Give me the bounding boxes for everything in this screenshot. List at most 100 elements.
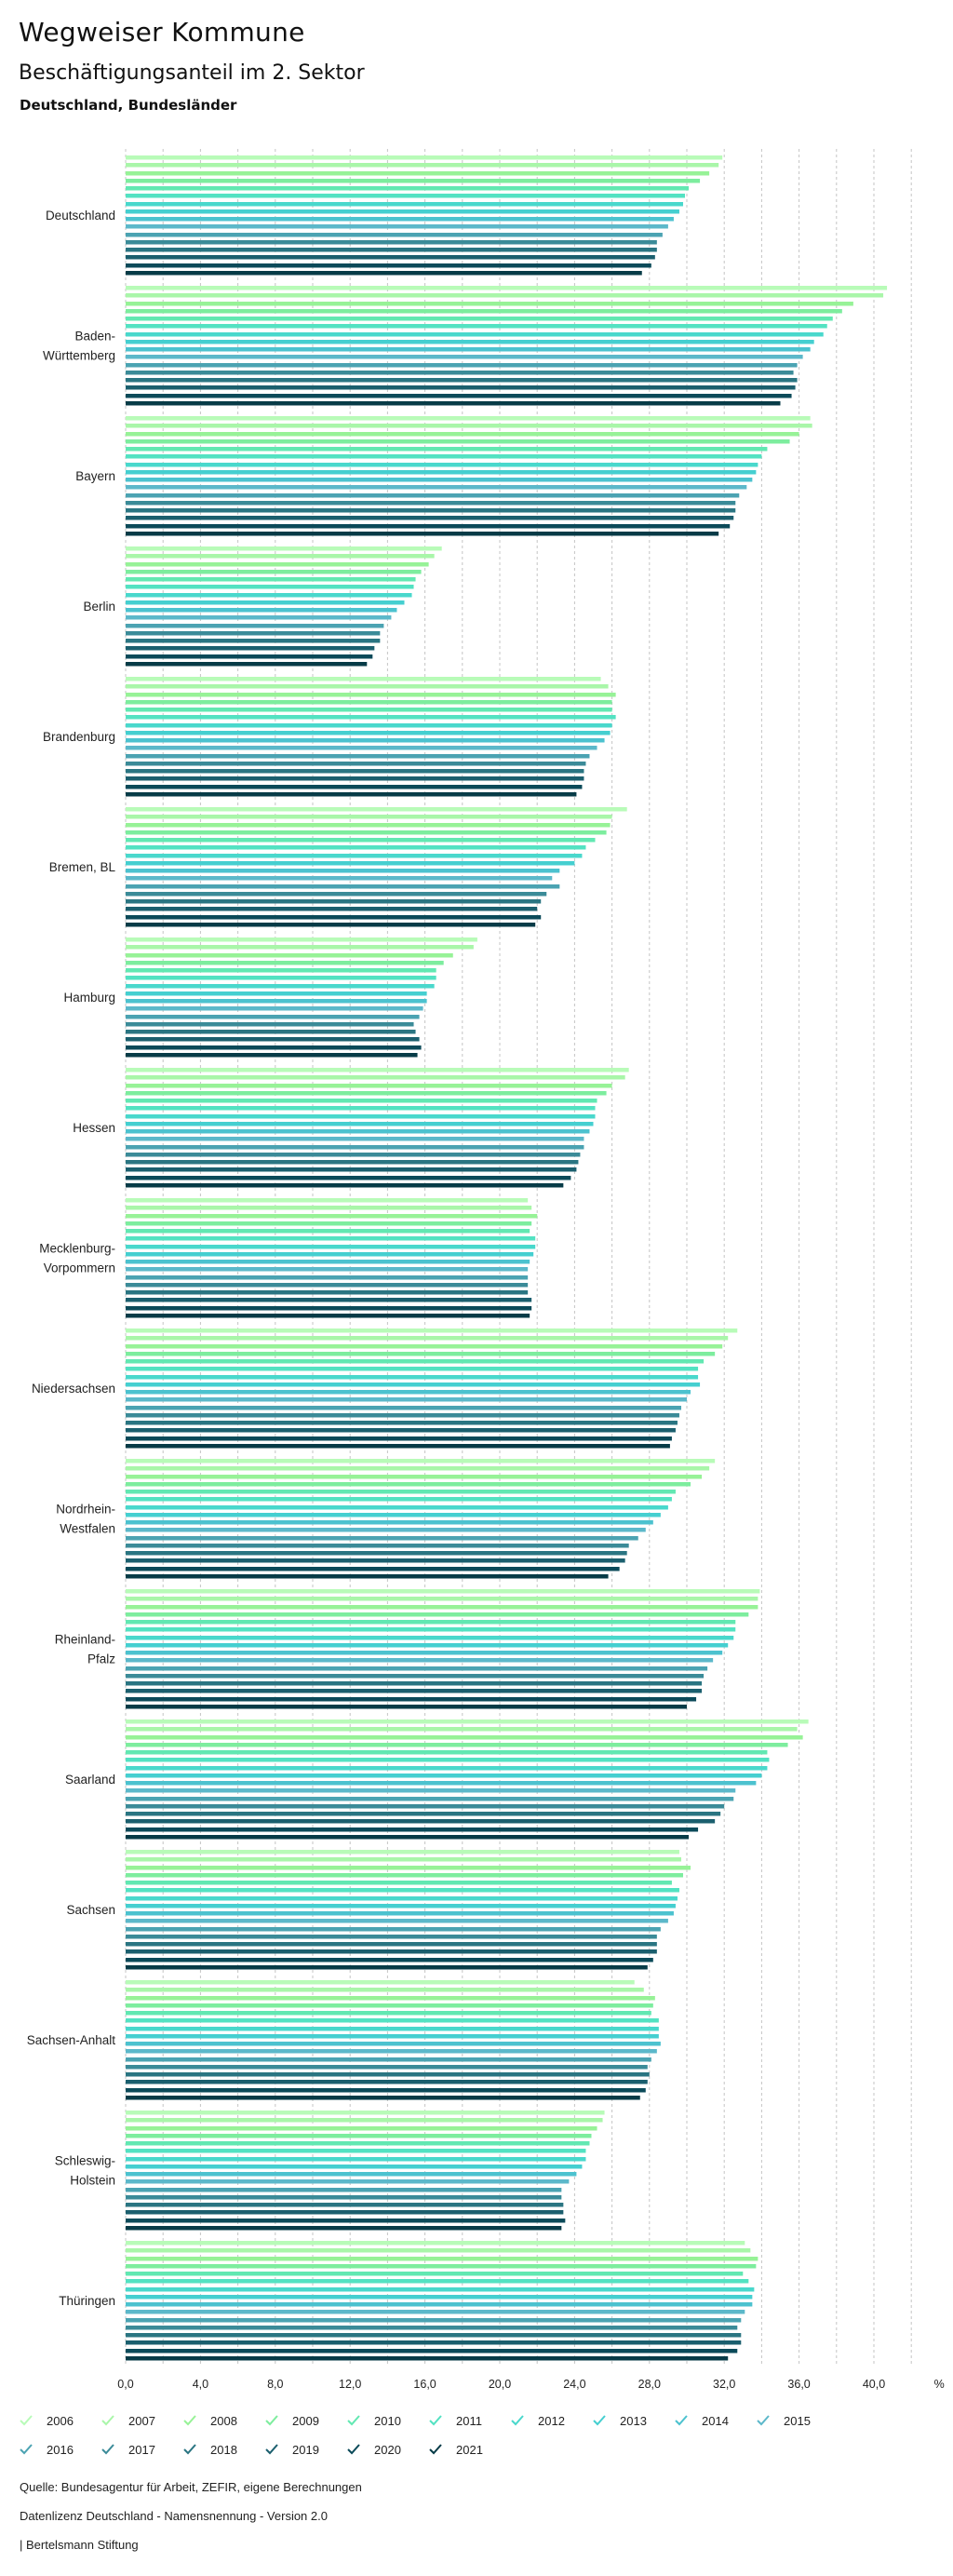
bar-2011[interactable] bbox=[126, 1236, 536, 1241]
bar-2013[interactable] bbox=[126, 1122, 594, 1126]
bar-2008[interactable] bbox=[126, 1084, 612, 1088]
bar-2021[interactable] bbox=[126, 1183, 564, 1188]
bar-2009[interactable] bbox=[126, 439, 790, 444]
bar-2016[interactable] bbox=[126, 1145, 584, 1150]
bar-2006[interactable] bbox=[126, 1980, 635, 1985]
bar-2015[interactable] bbox=[126, 355, 803, 359]
bar-2012[interactable] bbox=[126, 723, 612, 728]
bar-2015[interactable] bbox=[126, 2310, 745, 2314]
legend-item-2011[interactable]: 2011 bbox=[428, 2413, 482, 2428]
bar-2021[interactable] bbox=[126, 923, 536, 927]
bar-2006[interactable] bbox=[126, 807, 627, 812]
bar-2014[interactable] bbox=[126, 738, 605, 743]
bar-2017[interactable] bbox=[126, 1804, 725, 1809]
bar-2010[interactable] bbox=[126, 1490, 676, 1494]
bar-2009[interactable] bbox=[126, 830, 607, 835]
bar-2013[interactable] bbox=[126, 991, 427, 996]
bar-2017[interactable] bbox=[126, 1153, 581, 1157]
bar-2007[interactable] bbox=[126, 163, 719, 168]
bar-2014[interactable] bbox=[126, 1260, 530, 1264]
bar-2007[interactable] bbox=[126, 1727, 798, 1732]
bar-2009[interactable] bbox=[126, 1743, 788, 1747]
bar-2015[interactable] bbox=[126, 2049, 657, 2054]
bar-2009[interactable] bbox=[126, 700, 612, 705]
bar-2007[interactable] bbox=[126, 424, 812, 428]
legend-item-2017[interactable]: 2017 bbox=[101, 2442, 155, 2457]
bar-2007[interactable] bbox=[126, 2248, 751, 2253]
bar-2017[interactable] bbox=[126, 2195, 562, 2200]
bar-2015[interactable] bbox=[126, 2179, 570, 2184]
legend-item-2008[interactable]: 2008 bbox=[182, 2413, 237, 2428]
bar-2014[interactable] bbox=[126, 869, 560, 873]
bar-2011[interactable] bbox=[126, 2279, 749, 2284]
bar-2009[interactable] bbox=[126, 961, 444, 965]
bar-2008[interactable] bbox=[126, 2257, 758, 2261]
bar-2009[interactable] bbox=[126, 1352, 716, 1356]
bar-2018[interactable] bbox=[126, 508, 736, 513]
bar-2011[interactable] bbox=[126, 1367, 699, 1371]
bar-2008[interactable] bbox=[126, 1996, 655, 2001]
bar-2007[interactable] bbox=[126, 1857, 681, 1862]
bar-2013[interactable] bbox=[126, 2034, 659, 2039]
bar-2013[interactable] bbox=[126, 2165, 583, 2169]
bar-2008[interactable] bbox=[126, 1866, 691, 1870]
bar-2021[interactable] bbox=[126, 1053, 418, 1058]
bar-2018[interactable] bbox=[126, 1681, 703, 1686]
bar-2018[interactable] bbox=[126, 378, 798, 383]
bar-2015[interactable] bbox=[126, 1137, 584, 1141]
bar-2010[interactable] bbox=[126, 2011, 651, 2016]
bar-2013[interactable] bbox=[126, 1904, 676, 1908]
bar-2014[interactable] bbox=[126, 999, 427, 1004]
bar-2014[interactable] bbox=[126, 1781, 757, 1786]
legend-item-2018[interactable]: 2018 bbox=[182, 2442, 237, 2457]
bar-2014[interactable] bbox=[126, 347, 811, 352]
bar-2019[interactable] bbox=[126, 646, 375, 651]
bar-2012[interactable] bbox=[126, 2287, 755, 2292]
bar-2012[interactable] bbox=[126, 1505, 668, 1510]
bar-2010[interactable] bbox=[126, 186, 690, 191]
bar-2017[interactable] bbox=[126, 2326, 738, 2330]
bar-2021[interactable] bbox=[126, 1574, 609, 1579]
legend-item-2019[interactable]: 2019 bbox=[264, 2442, 319, 2457]
legend-item-2012[interactable]: 2012 bbox=[510, 2413, 565, 2428]
bar-2009[interactable] bbox=[126, 2134, 592, 2138]
bar-2021[interactable] bbox=[126, 1444, 670, 1449]
bar-2010[interactable] bbox=[126, 968, 436, 973]
bar-2011[interactable] bbox=[126, 1758, 770, 1762]
bar-2006[interactable] bbox=[126, 1328, 738, 1333]
bar-2018[interactable] bbox=[126, 2333, 742, 2338]
bar-2009[interactable] bbox=[126, 1091, 607, 1096]
bar-2010[interactable] bbox=[126, 447, 768, 452]
bar-2006[interactable] bbox=[126, 1198, 529, 1203]
bar-2016[interactable] bbox=[126, 1927, 661, 1932]
bar-2020[interactable] bbox=[126, 1176, 571, 1180]
bar-2018[interactable] bbox=[126, 899, 542, 904]
bar-2012[interactable] bbox=[126, 1375, 699, 1380]
bar-2018[interactable] bbox=[126, 1551, 627, 1556]
bar-2020[interactable] bbox=[126, 2349, 738, 2353]
bar-2011[interactable] bbox=[126, 1497, 672, 1502]
bar-2013[interactable] bbox=[126, 1643, 729, 1648]
bar-2017[interactable] bbox=[126, 1283, 529, 1288]
bar-2021[interactable] bbox=[126, 271, 642, 276]
bar-2016[interactable] bbox=[126, 2318, 742, 2323]
bar-2011[interactable] bbox=[126, 585, 414, 589]
bar-2006[interactable] bbox=[126, 1850, 679, 1854]
bar-2010[interactable] bbox=[126, 577, 416, 582]
bar-2016[interactable] bbox=[126, 884, 560, 889]
bar-2014[interactable] bbox=[126, 2042, 661, 2046]
bar-2016[interactable] bbox=[126, 1406, 681, 1410]
bar-2020[interactable] bbox=[126, 1827, 699, 1832]
bar-2018[interactable] bbox=[126, 1421, 678, 1425]
bar-2012[interactable] bbox=[126, 593, 412, 598]
bar-2012[interactable] bbox=[126, 202, 683, 207]
bar-2013[interactable] bbox=[126, 1513, 661, 1517]
bar-2011[interactable] bbox=[126, 976, 436, 980]
bar-2014[interactable] bbox=[126, 1911, 674, 1916]
bar-2013[interactable] bbox=[126, 731, 611, 735]
bar-2011[interactable] bbox=[126, 845, 586, 850]
bar-2007[interactable] bbox=[126, 1988, 644, 1992]
bar-2020[interactable] bbox=[126, 915, 542, 920]
bar-2012[interactable] bbox=[126, 2157, 586, 2162]
bar-2009[interactable] bbox=[126, 179, 701, 183]
